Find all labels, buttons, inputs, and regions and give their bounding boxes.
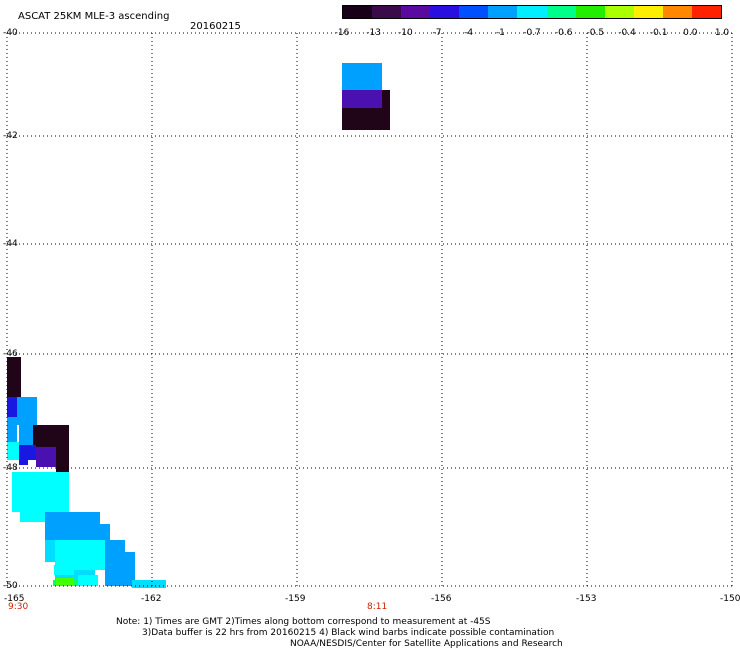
colorbar-tick-label: -13 [366,28,382,38]
data-cell [20,512,45,522]
colorbar-tick-label: -10 [397,28,413,38]
colorbar-tick-label: -0.1 [649,28,668,38]
data-cell [56,447,69,472]
lon-label-156: -156 [431,594,452,604]
data-cell [19,425,33,445]
colorbar-tick-label: -16 [334,28,350,38]
data-cell [7,417,17,442]
time-label-2: 8:11 [367,602,388,612]
data-cell [45,540,55,562]
colorbar-swatch [488,6,518,18]
colorbar-swatch [517,6,547,18]
colorbar-swatch [575,6,605,18]
lon-label-165: -165 [4,594,25,604]
lon-label-159: -159 [285,594,306,604]
colorbar-swatch [662,6,692,18]
lon-label-153: -153 [576,594,597,604]
note-line-2: 3)Data buffer is 22 hrs from 20160215 4)… [142,628,555,638]
note-line-3: NOAA/NESDIS/Center for Satellite Applica… [290,639,563,649]
product-date: 20160215 [190,21,241,32]
data-cell [105,540,125,552]
data-cell [28,445,36,460]
colorbar [342,5,722,19]
data-cell [105,552,135,586]
lat-label-48: -48 [3,463,18,473]
lat-label-40: -40 [3,28,18,38]
colorbar-swatch [401,6,431,18]
lon-label-150: -150 [720,594,740,604]
data-cell [7,397,17,417]
colorbar-swatch [546,6,576,18]
data-cell [36,447,56,467]
colorbar-swatch [604,6,634,18]
lat-label-46: -46 [3,349,18,359]
data-cell [54,565,74,575]
data-cell [17,397,37,425]
data-cell [20,478,60,508]
lon-label-162: -162 [141,594,162,604]
colorbar-tick-label: -7 [432,28,442,38]
data-cell [55,570,95,580]
data-cell [12,472,22,512]
data-cell [342,108,382,130]
note-line-1: Note: 1) Times are GMT 2)Times along bot… [116,617,491,627]
data-cell [7,357,21,397]
data-cell [33,425,69,447]
data-cell [7,442,19,460]
colorbar-tick-label: -1 [495,28,505,38]
lat-label-50: -50 [3,581,18,591]
lat-label-42: -42 [3,131,18,141]
data-cell [342,90,382,108]
data-cell [19,445,28,465]
colorbar-tick-label: 1.0 [714,28,730,38]
data-cell [342,63,382,90]
colorbar-swatch [459,6,489,18]
lat-label-44: -44 [3,239,18,249]
data-cell [132,580,166,588]
data-cell [45,512,100,524]
colorbar-swatch [343,6,373,18]
colorbar-tick-label: -4 [464,28,474,38]
data-cell [56,578,74,586]
colorbar-swatch [372,6,402,18]
grid-lines [6,32,733,587]
colorbar-swatch [633,6,663,18]
data-cell [78,575,98,586]
colorbar-tick-label: 0.0 [683,28,698,38]
data-cell [45,524,110,540]
data-cells [7,63,390,588]
time-label-1: 9:30 [8,602,29,612]
data-cell [382,90,390,130]
colorbar-swatch [691,6,722,18]
colorbar-swatch [430,6,460,18]
product-title: ASCAT 25KM MLE-3 ascending [18,11,170,22]
